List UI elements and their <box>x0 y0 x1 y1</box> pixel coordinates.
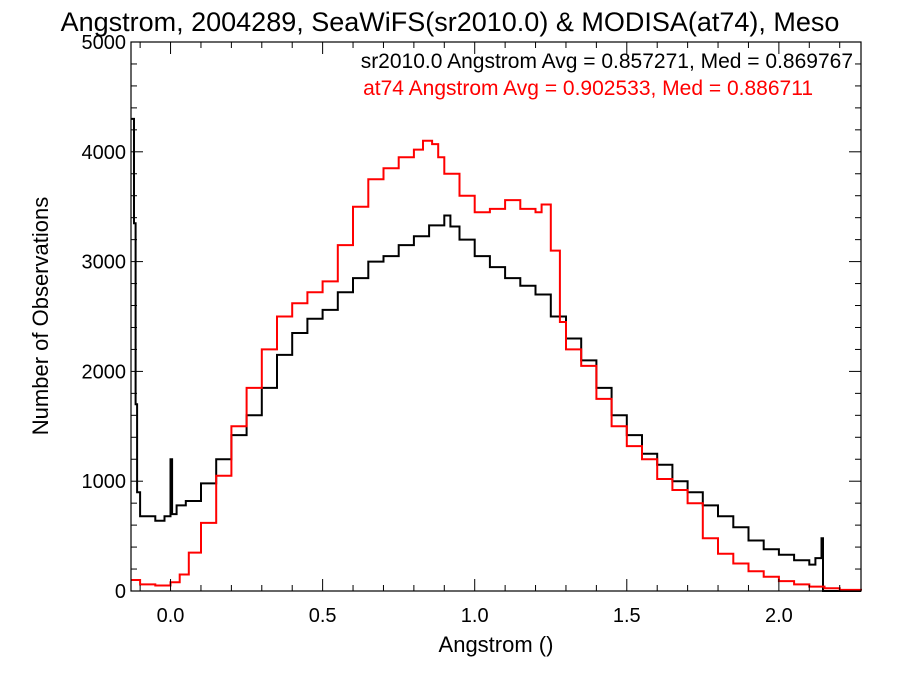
legend-entry-sr2010: sr2010.0 Angstrom Avg = 0.857271, Med = … <box>361 50 853 73</box>
x-tick-label: 2.0 <box>765 605 793 627</box>
x-tick-label: 1.5 <box>613 605 641 627</box>
x-axis-title: Angstrom () <box>439 632 554 657</box>
x-tick-label: 0.5 <box>309 605 337 627</box>
legend-entry-at74: at74 Angstrom Avg = 0.902533, Med = 0.88… <box>363 77 813 100</box>
series-line-0 <box>131 117 861 592</box>
y-tick-label: 5000 <box>82 32 127 54</box>
y-tick-label: 2000 <box>82 361 127 383</box>
plot-area <box>131 117 862 592</box>
y-tick-label: 0 <box>115 581 126 603</box>
y-tick-label: 4000 <box>82 142 127 164</box>
x-tick-label: 0.0 <box>157 605 185 627</box>
y-tick-label: 1000 <box>82 471 127 493</box>
y-axis-title: Number of Observations <box>28 197 53 435</box>
y-axis: 0 1000 2000 3000 4000 5000 <box>82 32 861 603</box>
plot-frame <box>130 41 862 592</box>
x-axis: 0.0 0.5 1.0 1.5 2.0 <box>139 42 841 627</box>
x-tick-label: 1.0 <box>461 605 489 627</box>
series-line-1 <box>131 139 862 591</box>
chart-title: Angstrom, 2004289, SeaWiFS(sr2010.0) & M… <box>61 7 840 37</box>
y-tick-label: 3000 <box>82 252 127 274</box>
